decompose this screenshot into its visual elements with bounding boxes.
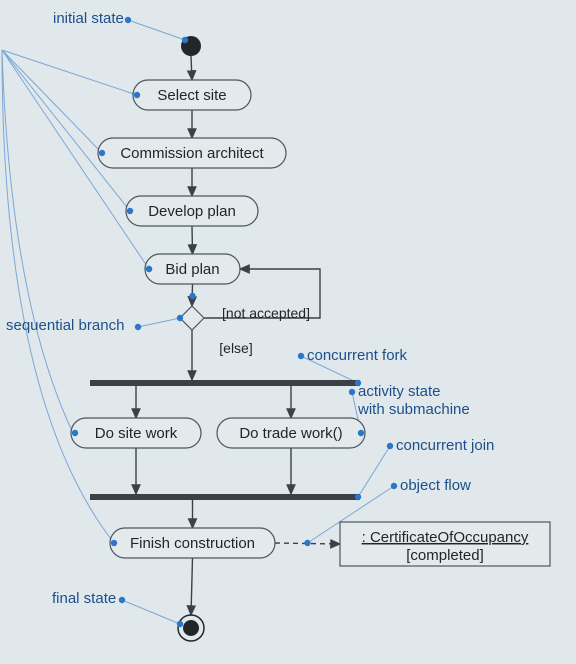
activity-label: Select site — [157, 87, 226, 104]
activity-commission: Commission architect — [98, 138, 286, 168]
activity-developPlan: Develop plan — [126, 196, 258, 226]
callout-activity-state-1: activity state — [358, 383, 441, 400]
activity-bidPlan: Bid plan — [145, 254, 240, 284]
activity-label: Bid plan — [165, 261, 219, 278]
activity-label: Do trade work() — [239, 425, 342, 442]
callout-concurrent-join: concurrent join — [396, 437, 494, 454]
activity-doTradeWork: Do trade work() — [217, 418, 365, 448]
object-label-line2: [completed] — [406, 547, 484, 564]
fork-bar — [90, 380, 360, 386]
object-node: : CertificateOfOccupancy [completed] — [340, 522, 550, 566]
activity-label: Commission architect — [120, 145, 264, 162]
activity-finishConstruction: Finish construction — [110, 528, 275, 558]
callout-final-state: final state — [52, 590, 116, 607]
guard-not-accepted: [not accepted] — [222, 305, 310, 321]
activity-selectSite: Select site — [133, 80, 251, 110]
callout-activity-state-2: with submachine — [357, 401, 470, 418]
callout-concurrent-fork: concurrent fork — [307, 347, 408, 364]
activity-label: Develop plan — [148, 203, 236, 220]
callout-initial-state: initial state — [53, 10, 124, 27]
activity-label: Finish construction — [130, 535, 255, 552]
callout-sequential-branch: sequential branch — [6, 317, 124, 334]
activity-doSiteWork: Do site work — [71, 418, 201, 448]
guard-else: [else] — [219, 340, 252, 356]
join-bar — [90, 494, 360, 500]
activity-label: Do site work — [95, 425, 178, 442]
callout-object-flow: object flow — [400, 477, 471, 494]
object-label-line1: : CertificateOfOccupancy — [362, 529, 529, 546]
